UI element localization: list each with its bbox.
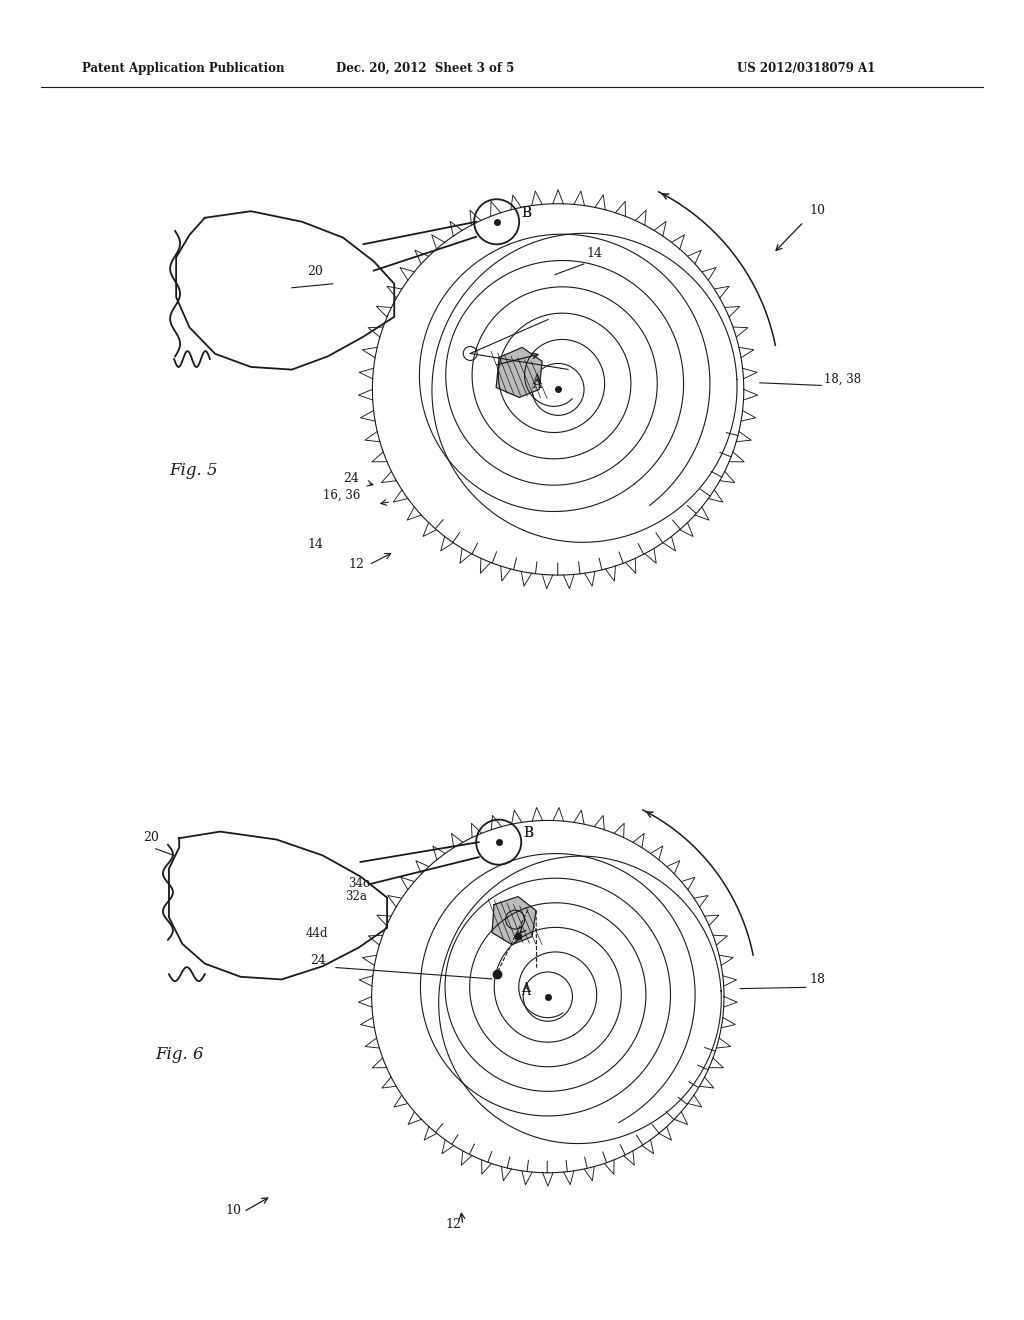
Text: 20: 20 bbox=[307, 264, 324, 277]
Text: 14: 14 bbox=[307, 537, 324, 550]
Text: B: B bbox=[523, 826, 534, 840]
Text: 18, 38: 18, 38 bbox=[824, 372, 861, 385]
Text: A: A bbox=[521, 985, 530, 998]
Text: A: A bbox=[531, 378, 541, 391]
Text: 12: 12 bbox=[348, 557, 365, 570]
Text: Fig. 6: Fig. 6 bbox=[156, 1045, 204, 1063]
Text: 18: 18 bbox=[809, 973, 825, 986]
Polygon shape bbox=[497, 347, 542, 397]
Text: B: B bbox=[521, 206, 531, 219]
Text: Patent Application Publication: Patent Application Publication bbox=[82, 62, 285, 75]
Text: 24: 24 bbox=[310, 953, 327, 966]
Text: 24: 24 bbox=[343, 471, 359, 484]
Text: Fig. 5: Fig. 5 bbox=[169, 462, 217, 479]
Polygon shape bbox=[493, 896, 536, 945]
Text: 12: 12 bbox=[445, 1217, 462, 1230]
Text: A: A bbox=[521, 982, 530, 994]
Text: B: B bbox=[523, 826, 534, 840]
Text: US 2012/0318079 A1: US 2012/0318079 A1 bbox=[737, 62, 876, 75]
Text: B: B bbox=[521, 206, 531, 219]
Text: 10: 10 bbox=[809, 203, 825, 216]
Text: 32a: 32a bbox=[345, 890, 367, 903]
Text: 20: 20 bbox=[143, 830, 160, 843]
Text: 44d: 44d bbox=[305, 927, 328, 940]
Text: 14: 14 bbox=[587, 247, 603, 260]
Text: 34c: 34c bbox=[348, 876, 370, 890]
Text: 10: 10 bbox=[225, 1204, 242, 1217]
Text: 16, 36: 16, 36 bbox=[323, 488, 359, 502]
Text: Dec. 20, 2012  Sheet 3 of 5: Dec. 20, 2012 Sheet 3 of 5 bbox=[336, 62, 514, 75]
Text: A: A bbox=[531, 375, 541, 387]
